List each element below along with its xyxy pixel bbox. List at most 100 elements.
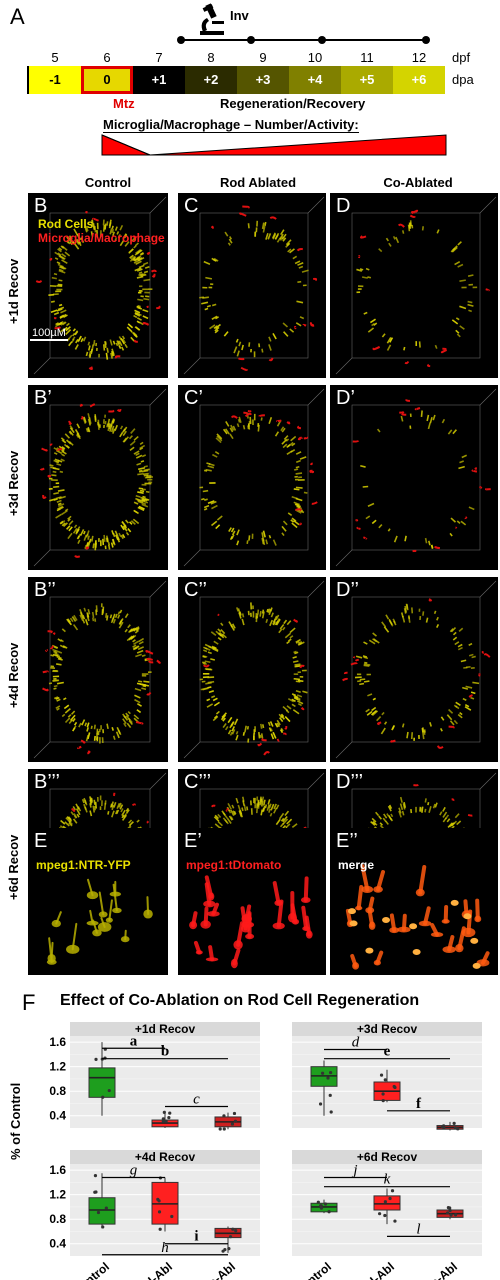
row-label: +3d Recov <box>6 450 21 516</box>
dpa-cell: -1 <box>29 66 81 94</box>
x-tick-label: Rod-Abl <box>352 1260 397 1280</box>
data-point <box>233 1119 238 1123</box>
retina-image-panel: C’’ <box>178 577 326 762</box>
dpa-label: dpa <box>452 72 474 87</box>
scale-bar: 100µM <box>30 327 68 341</box>
significance-letter: f <box>416 1096 422 1112</box>
y-tick-label: 1.2 <box>49 1188 66 1202</box>
data-point <box>326 1076 330 1080</box>
data-point <box>164 1119 168 1123</box>
dpa-cell: +5 <box>341 66 393 94</box>
data-point <box>319 1204 323 1208</box>
data-point <box>329 1070 333 1075</box>
box-control <box>88 1173 116 1229</box>
facet-strip <box>70 1022 260 1036</box>
retina-image-panel: B’’ <box>28 577 168 762</box>
data-point <box>453 1213 458 1217</box>
data-point <box>157 1210 162 1214</box>
box-rod-abl <box>151 1110 179 1128</box>
significance-letter: a <box>130 1033 138 1049</box>
panel-letter: D’’ <box>336 579 359 601</box>
x-tick-label: Control <box>70 1260 112 1280</box>
box-co-abl <box>214 1111 242 1131</box>
panel-letter: D’ <box>336 387 355 409</box>
facet-title: +1d Recov <box>135 1022 196 1036</box>
regen-label: Regeneration/Recovery <box>220 96 366 111</box>
retina-image-panel: D <box>330 193 498 378</box>
data-point <box>383 1200 387 1204</box>
x-tick-label: Co-Abl <box>421 1260 460 1280</box>
retina-image-panel: B Rod Cells Microglia/Macrophage 100µM <box>28 193 168 378</box>
macrophage-image-panel: E’ mpeg1:tDtomato <box>178 828 326 975</box>
dpf-tick: 8 <box>207 50 215 65</box>
dpa-bar: -1 0 +1 +2 +3 +4 +5 +6 <box>27 66 445 94</box>
data-point <box>167 1115 171 1120</box>
dpf-tick: 11 <box>360 50 374 65</box>
data-point <box>218 1127 222 1131</box>
data-point <box>231 1227 235 1231</box>
panel-letter: D <box>336 195 351 217</box>
data-point <box>161 1119 165 1123</box>
row-label: +4d Recov <box>6 642 21 708</box>
data-point <box>318 1102 323 1106</box>
panel-letter: C’’ <box>184 579 207 601</box>
data-point <box>168 1111 172 1115</box>
significance-letter: l <box>416 1221 420 1237</box>
data-point <box>381 1099 385 1103</box>
data-point <box>381 1092 385 1096</box>
channel-caption: merge <box>338 858 375 872</box>
retina-image-panel: C <box>178 193 326 378</box>
retina-image-panel: C’ <box>178 385 326 570</box>
channel-caption: mpeg1:NTR-YFP <box>36 858 131 872</box>
dpf-tick: 5 <box>51 50 59 65</box>
y-tick-label: 0.8 <box>49 1084 66 1098</box>
retina-image-panel: D’’ <box>330 577 498 762</box>
panel-a: A Inv 5 6 7 8 9 10 11 12 dpf -1 0 +1 +2 +3 +4 +5 +6 dp… <box>0 0 500 165</box>
data-point <box>383 1078 387 1082</box>
data-point <box>93 1190 97 1194</box>
legend-microglia: Microglia/Macrophage <box>38 231 165 245</box>
data-point <box>162 1110 166 1114</box>
data-point <box>232 1111 237 1116</box>
data-point <box>170 1214 174 1219</box>
significance-letter: i <box>194 1229 198 1245</box>
retina-image-panel: B’ <box>28 385 168 570</box>
significance-letter: c <box>193 1092 200 1108</box>
data-point <box>393 1219 397 1223</box>
data-point <box>377 1212 382 1216</box>
data-point <box>104 1206 108 1210</box>
panel-letter: B’’ <box>34 579 56 601</box>
significance-letter: e <box>384 1044 391 1060</box>
data-point <box>96 1210 101 1215</box>
data-point <box>234 1229 238 1233</box>
panel-letter: E’’ <box>336 830 358 852</box>
dpf-tick: 10 <box>307 50 323 65</box>
y-tick-label: 0.8 <box>49 1212 66 1226</box>
facet-title: +3d Recov <box>357 1022 418 1036</box>
col-header-co-ablated: Co-Ablated <box>383 175 453 190</box>
data-point <box>442 1124 446 1128</box>
significance-letter: j <box>351 1162 357 1178</box>
box-control <box>310 1060 338 1116</box>
panel-letter: C <box>184 195 199 217</box>
box-rod-abl <box>151 1176 179 1232</box>
mtz-label: Mtz <box>113 96 135 111</box>
data-point <box>456 1127 460 1131</box>
facet-strip <box>292 1150 482 1164</box>
box-rod-abl <box>373 1069 401 1103</box>
data-point <box>323 1202 328 1206</box>
data-point <box>101 1225 105 1229</box>
data-point <box>222 1114 226 1118</box>
panel-letter: E <box>34 830 48 852</box>
box-rod-abl <box>373 1188 401 1225</box>
data-point <box>228 1235 233 1239</box>
box-control <box>88 1042 116 1116</box>
data-point <box>161 1117 165 1121</box>
dpa-cell: +4 <box>289 66 341 94</box>
significance-letter: k <box>384 1172 391 1188</box>
x-tick-label: Control <box>292 1260 334 1280</box>
data-point <box>101 1095 105 1099</box>
inv-label: Inv <box>230 8 249 23</box>
